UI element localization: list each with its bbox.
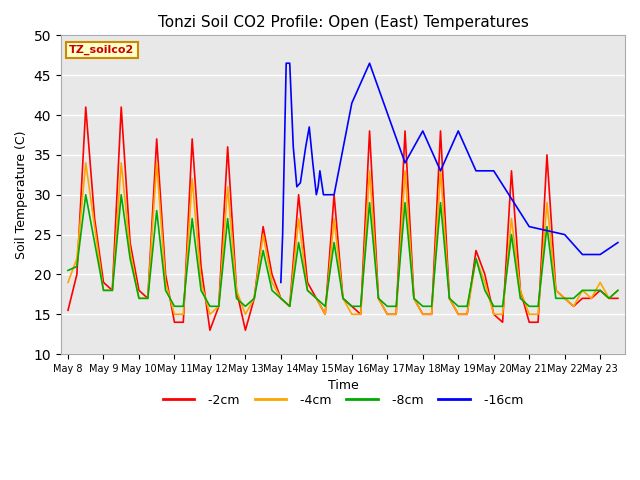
Text: TZ_soilco2: TZ_soilco2 xyxy=(69,45,134,55)
X-axis label: Time: Time xyxy=(328,379,358,393)
Legend:  -2cm,  -4cm,  -8cm,  -16cm: -2cm, -4cm, -8cm, -16cm xyxy=(158,389,528,412)
Title: Tonzi Soil CO2 Profile: Open (East) Temperatures: Tonzi Soil CO2 Profile: Open (East) Temp… xyxy=(157,15,529,30)
Y-axis label: Soil Temperature (C): Soil Temperature (C) xyxy=(15,131,28,259)
